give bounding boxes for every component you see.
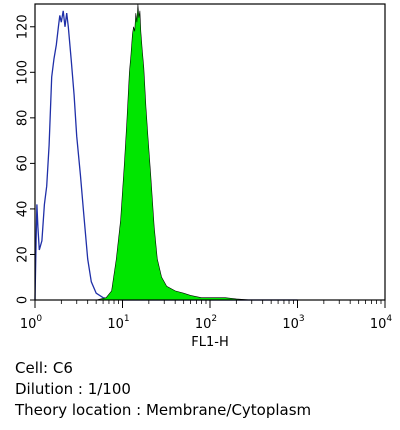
x-tick-label: 102 bbox=[195, 314, 217, 332]
series-layer bbox=[34, 3, 298, 301]
x-tick-label: 101 bbox=[107, 314, 129, 332]
x-axis-label: FL1-H bbox=[191, 335, 228, 350]
x-tick-label: 103 bbox=[282, 314, 304, 332]
plot-background bbox=[35, 4, 385, 300]
x-tick-label: 100 bbox=[20, 314, 43, 332]
y-tick-label: 0 bbox=[16, 296, 31, 304]
y-tick-label: 80 bbox=[16, 110, 31, 127]
caption-dilution: Dilution : 1/100 bbox=[15, 380, 131, 398]
x-axis: 100 101 102 103 104 bbox=[20, 300, 393, 332]
series-filled-histogram bbox=[96, 3, 252, 301]
y-tick-label: 100 bbox=[16, 60, 31, 85]
histogram-chart: 0 20 40 60 80 100 120 100 101 102 103 104 FL1-H bbox=[16, 3, 393, 350]
series-outline-histogram bbox=[34, 10, 298, 301]
y-axis: 0 20 40 60 80 100 120 bbox=[16, 14, 35, 304]
caption-block: Cell: C6 Dilution : 1/100 Theory locatio… bbox=[15, 358, 311, 421]
caption-location: Theory location : Membrane/Cytoplasm bbox=[15, 401, 312, 419]
x-tick-label: 104 bbox=[370, 314, 393, 332]
y-tick-label: 20 bbox=[16, 246, 31, 263]
y-tick-label: 60 bbox=[16, 155, 31, 172]
y-tick-label: 120 bbox=[16, 14, 31, 39]
y-tick-label: 40 bbox=[16, 201, 31, 218]
caption-cell: Cell: C6 bbox=[15, 359, 73, 377]
